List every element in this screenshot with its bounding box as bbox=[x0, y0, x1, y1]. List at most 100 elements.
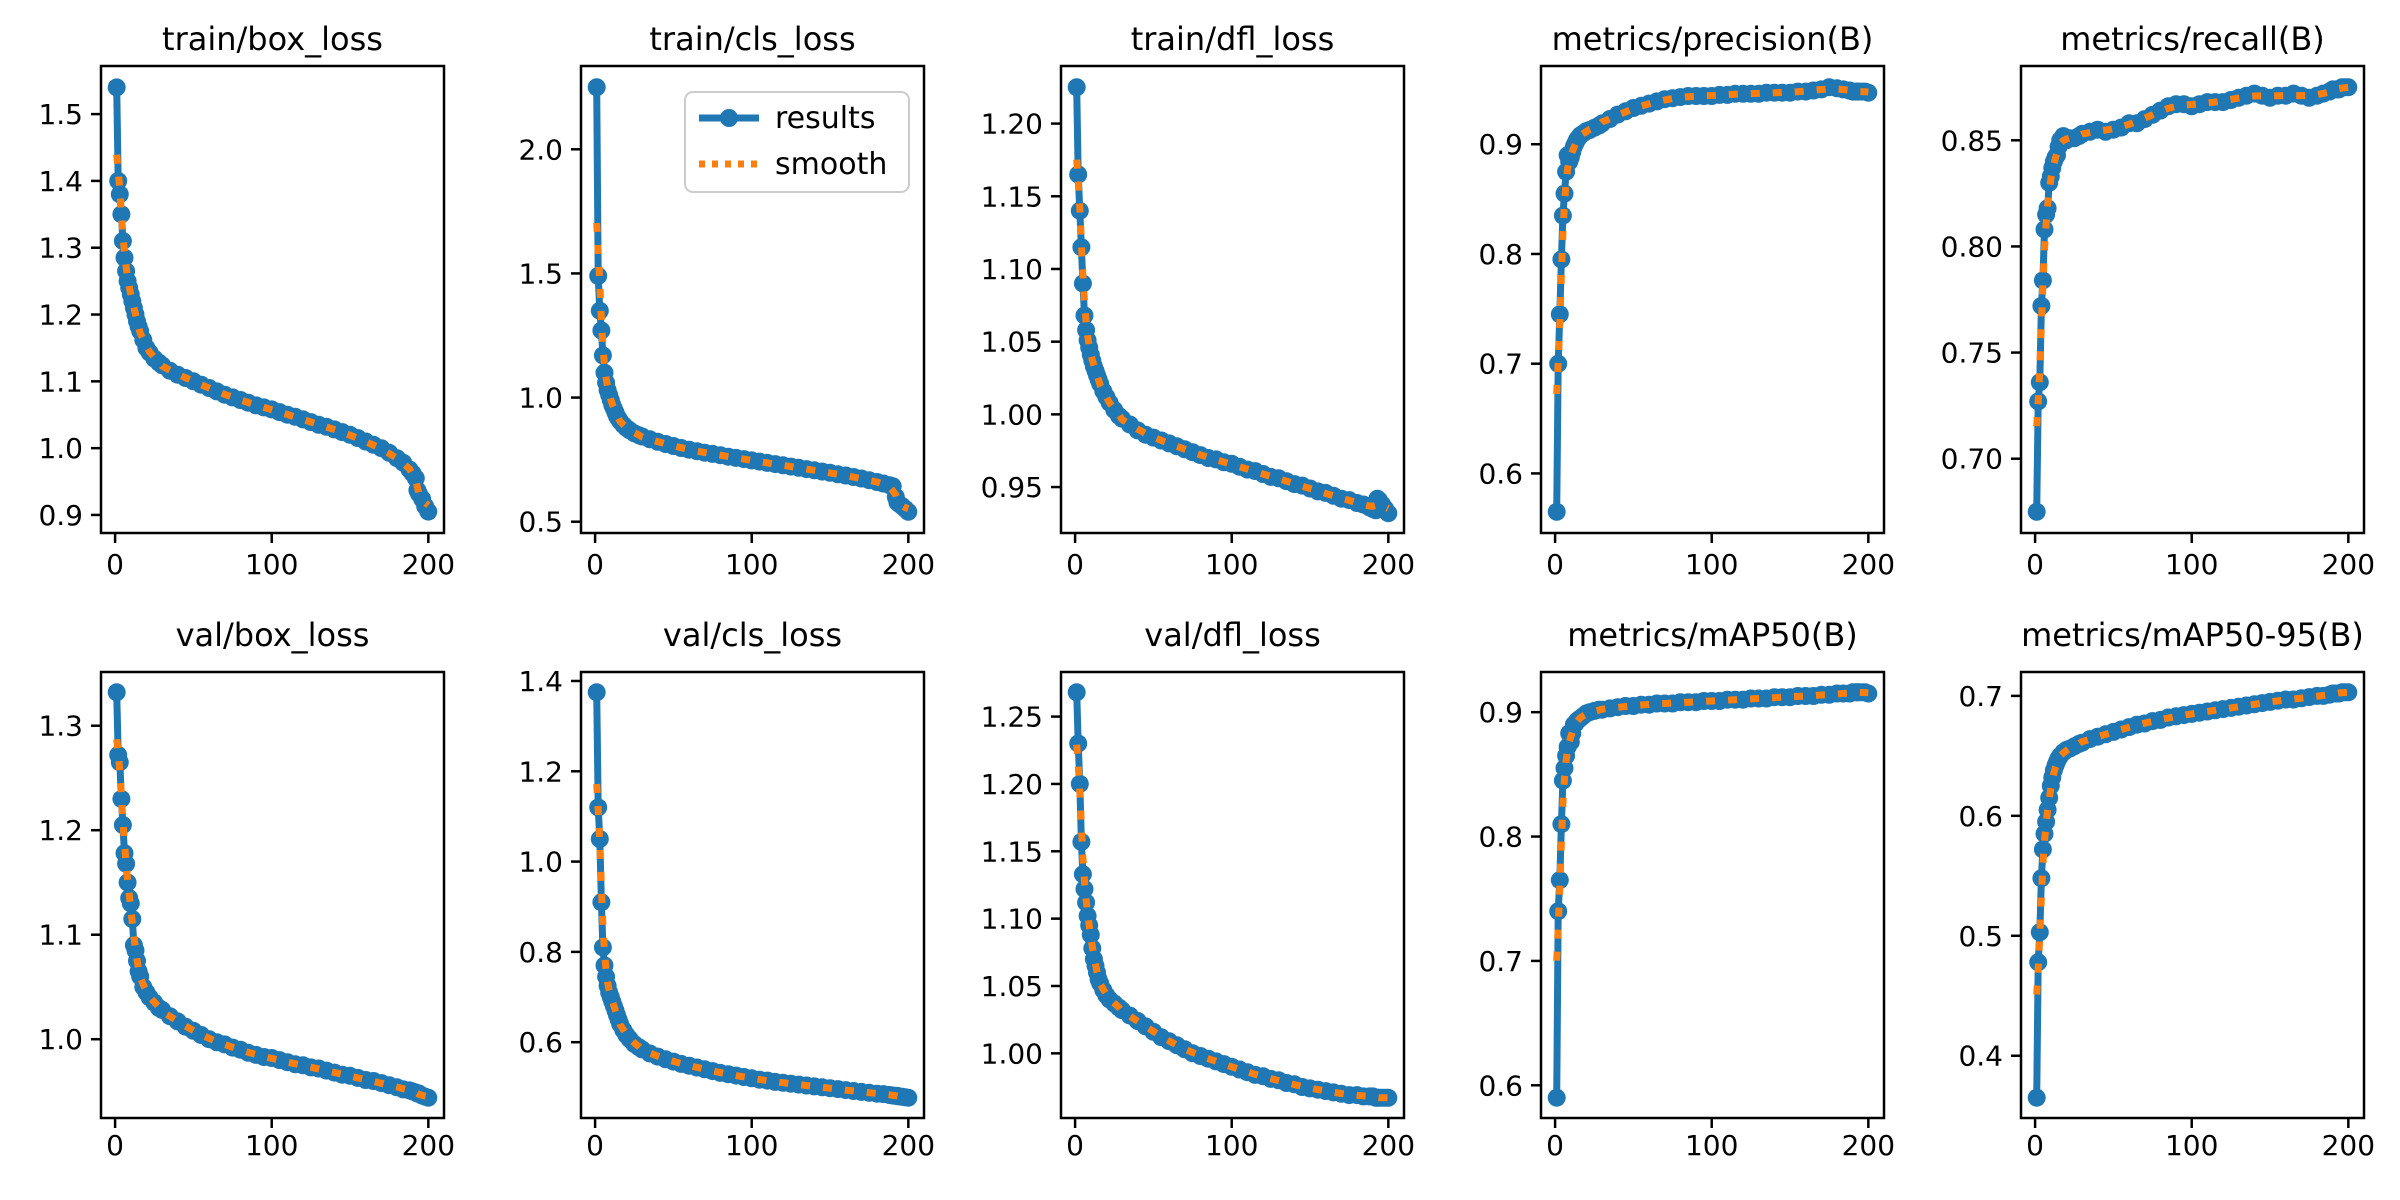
chart-canvas: metrics/recall(B) 0.70 0.75 0.80 0.85 0 100 200 bbox=[1941, 20, 2375, 581]
results-markers bbox=[2027, 78, 2358, 521]
y-tick-label: 0.8 bbox=[518, 936, 563, 969]
y-tick-label: 0.85 bbox=[1941, 124, 2003, 157]
smooth-line bbox=[2033, 83, 2349, 427]
chart-canvas: val/dfl_loss 1.00 1.05 1.10 1.15 1.20 1.25 0 100… bbox=[981, 616, 1415, 1162]
data-point-marker bbox=[899, 1088, 918, 1107]
x-tick-label: 100 bbox=[725, 1129, 778, 1162]
y-tick-label: 1.3 bbox=[38, 232, 83, 265]
x-tick-label: 0 bbox=[106, 1129, 124, 1162]
data-point-marker bbox=[1859, 684, 1878, 703]
data-point-marker bbox=[2029, 953, 2048, 972]
x-tick-label: 100 bbox=[1685, 1129, 1738, 1162]
data-point-marker bbox=[419, 502, 438, 521]
y-tick-label: 0.7 bbox=[1478, 348, 1523, 381]
y-tick-label: 1.3 bbox=[38, 710, 83, 743]
data-point-marker bbox=[1069, 165, 1088, 184]
y-tick-label: 0.7 bbox=[1478, 945, 1523, 978]
data-point-marker bbox=[112, 205, 131, 224]
chart-metrics-map50-95-b: metrics/mAP50-95(B) 0.4 0.5 0.6 0.7 0 100 200 bbox=[1920, 600, 2400, 1200]
chart-canvas: metrics/mAP50(B) 0.6 0.7 0.8 0.9 0 100 200 bbox=[1478, 616, 1895, 1162]
data-point-marker bbox=[2339, 78, 2358, 97]
x-tick-label: 100 bbox=[1205, 1129, 1258, 1162]
data-point-marker bbox=[2033, 840, 2052, 859]
y-tick-label: 0.9 bbox=[1478, 696, 1523, 729]
y-tick-label: 1.2 bbox=[38, 299, 83, 332]
chart-title: metrics/mAP50(B) bbox=[1567, 616, 1858, 654]
axes-spines bbox=[1539, 670, 1886, 1120]
y-tick-label: 0.5 bbox=[1958, 920, 2003, 953]
y-tick-label: 0.6 bbox=[518, 1026, 563, 1059]
data-point-marker bbox=[2027, 1088, 2046, 1107]
y-tick-label: 1.0 bbox=[38, 432, 83, 465]
chart-train-dfl-loss: train/dfl_loss 0.95 1.00 1.05 1.10 1.15 1.20 0 1… bbox=[960, 0, 1440, 600]
data-point-marker bbox=[110, 185, 129, 204]
chart-canvas: metrics/precision(B) 0.6 0.7 0.8 0.9 0 100 200 bbox=[1478, 20, 1895, 581]
y-tick-label: 2.0 bbox=[518, 133, 563, 166]
y-tick-label: 0.8 bbox=[1478, 238, 1523, 271]
data-point-marker bbox=[118, 873, 137, 892]
smooth-line bbox=[2033, 688, 2349, 995]
chart-title: train/dfl_loss bbox=[1131, 20, 1335, 58]
y-tick-label: 1.20 bbox=[981, 108, 1043, 141]
chart-val-box-loss: val/box_loss 1.0 1.1 1.2 1.3 0 100 200 bbox=[0, 600, 480, 1200]
chart-title: metrics/recall(B) bbox=[2060, 20, 2325, 58]
results-line bbox=[2033, 83, 2349, 512]
y-tick-label: 0.95 bbox=[981, 471, 1043, 504]
data-point-marker bbox=[587, 78, 606, 97]
smooth-line bbox=[113, 738, 429, 1100]
y-tick-label: 1.2 bbox=[38, 814, 83, 847]
data-point-marker bbox=[1075, 880, 1094, 898]
y-tick-label: 0.9 bbox=[1478, 128, 1523, 161]
y-tick-label: 0.5 bbox=[518, 506, 563, 539]
data-point-marker bbox=[107, 683, 126, 702]
y-tick-label: 0.8 bbox=[1478, 821, 1523, 854]
data-point-marker bbox=[2339, 683, 2358, 702]
data-point-marker bbox=[2027, 502, 2046, 521]
data-point-marker bbox=[1547, 1088, 1566, 1107]
x-tick-label: 0 bbox=[2026, 548, 2044, 581]
x-tick-label: 200 bbox=[882, 1129, 935, 1162]
data-point-marker bbox=[1073, 274, 1092, 293]
y-tick-label: 1.05 bbox=[981, 970, 1043, 1003]
x-tick-label: 0 bbox=[586, 548, 604, 581]
chart-canvas: train/dfl_loss 0.95 1.00 1.05 1.10 1.15 1.20 0 1… bbox=[981, 20, 1415, 581]
data-point-marker bbox=[2038, 199, 2057, 218]
y-tick-label: 1.10 bbox=[981, 903, 1043, 936]
results-line bbox=[113, 692, 430, 1102]
data-point-marker bbox=[590, 830, 609, 848]
x-tick-label: 200 bbox=[2322, 548, 2375, 581]
results-line bbox=[593, 692, 909, 1102]
y-tick-label: 1.00 bbox=[981, 398, 1043, 431]
smooth-line bbox=[1073, 159, 1390, 512]
results-markers bbox=[1067, 78, 1398, 523]
x-tick-label: 200 bbox=[402, 548, 455, 581]
legend: results smooth bbox=[684, 91, 910, 193]
x-tick-label: 0 bbox=[1066, 1129, 1084, 1162]
data-point-marker bbox=[1859, 83, 1878, 102]
legend-label-smooth: smooth bbox=[775, 147, 887, 182]
y-tick-label: 0.7 bbox=[1958, 680, 2003, 713]
x-tick-label: 200 bbox=[1362, 548, 1415, 581]
chart-val-cls-loss: val/cls_loss 0.6 0.8 1.0 1.2 1.4 0 100 200 bbox=[480, 600, 960, 1200]
data-point-marker bbox=[117, 854, 136, 873]
data-point-marker bbox=[107, 78, 126, 97]
data-point-marker bbox=[1379, 1088, 1398, 1107]
x-tick-label: 0 bbox=[1066, 548, 1084, 581]
x-tick-label: 0 bbox=[2026, 1129, 2044, 1162]
results-markers bbox=[587, 683, 918, 1107]
x-tick-label: 0 bbox=[1546, 548, 1564, 581]
chart-title: val/dfl_loss bbox=[1144, 616, 1321, 654]
data-point-marker bbox=[1072, 238, 1091, 257]
x-tick-label: 100 bbox=[1685, 548, 1738, 581]
data-point-marker bbox=[592, 321, 611, 340]
legend-label-results: results bbox=[775, 101, 876, 136]
chart-metrics-precision-b: metrics/precision(B) 0.6 0.7 0.8 0.9 0 100 200 bbox=[1440, 0, 1920, 600]
chart-title: train/cls_loss bbox=[649, 20, 855, 58]
y-tick-label: 0.75 bbox=[1941, 337, 2003, 370]
data-point-marker bbox=[1072, 832, 1091, 851]
results-markers bbox=[2027, 683, 2358, 1107]
y-tick-label: 1.2 bbox=[518, 755, 563, 788]
smooth-line bbox=[1553, 688, 1869, 961]
chart-canvas: train/box_loss 0.9 1.0 1.1 1.2 1.3 1.4 1.5 0 100 2… bbox=[38, 20, 455, 581]
